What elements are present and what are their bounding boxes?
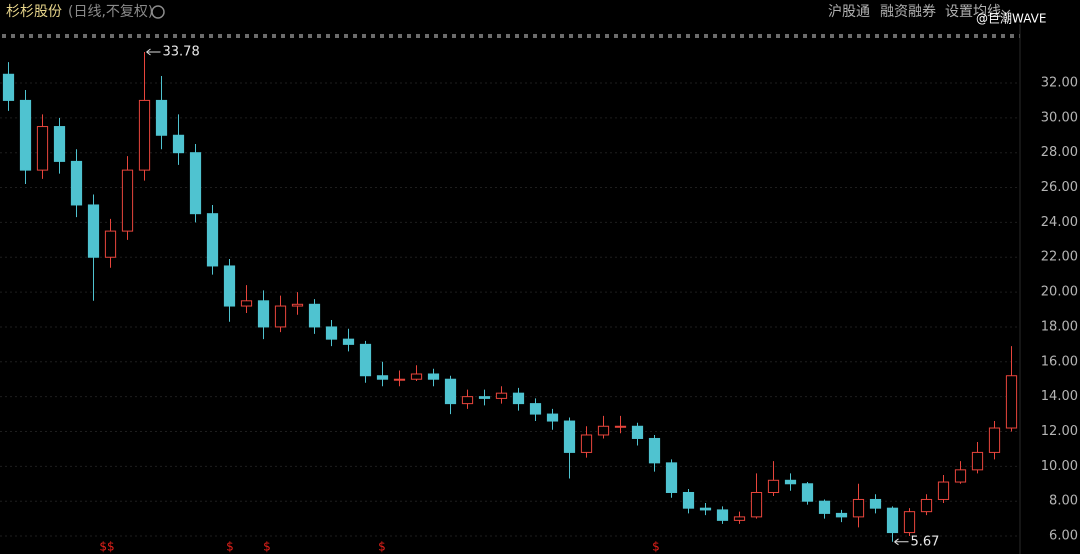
y-tick-label: 12.00	[1041, 424, 1078, 439]
stock-name: 杉杉股份	[6, 4, 62, 20]
candle-body	[886, 507, 899, 534]
settings-icon[interactable]	[151, 5, 165, 19]
annotation-arrow	[146, 48, 161, 56]
event-strip	[0, 30, 1020, 38]
marker: $$	[99, 540, 114, 554]
low-annotation: 5.67	[911, 534, 940, 549]
y-tick-label: 28.00	[1041, 145, 1078, 160]
y-tick-label: 26.00	[1041, 180, 1078, 195]
candle-body	[597, 425, 610, 436]
candle-body	[818, 500, 831, 514]
candle-body	[461, 396, 474, 405]
dropdown-arrow[interactable]	[1001, 9, 1011, 15]
candle-body	[325, 326, 338, 340]
y-tick-label: 16.00	[1041, 354, 1078, 369]
candle-body	[869, 498, 882, 509]
high-annotation: 33.78	[163, 44, 200, 59]
candle-body	[835, 512, 848, 518]
candle-body	[53, 126, 66, 162]
candle-body	[682, 491, 695, 509]
candle-body	[172, 134, 185, 154]
candle-body	[937, 481, 950, 500]
candle-body	[155, 99, 168, 136]
candle-body	[427, 373, 440, 380]
candle-body	[614, 425, 627, 428]
y-tick-label: 10.00	[1041, 459, 1078, 474]
candle-body	[988, 427, 1001, 453]
candle-body	[1005, 375, 1018, 429]
candle-body	[308, 303, 321, 328]
link[interactable]: 设置均线	[945, 4, 1001, 20]
candle-body	[801, 483, 814, 502]
candle-body	[2, 73, 15, 101]
y-tick-label: 32.00	[1041, 75, 1078, 90]
candle-body	[920, 498, 933, 513]
candle-body	[784, 479, 797, 485]
y-tick-label: 22.00	[1041, 250, 1078, 265]
candle-body	[206, 213, 219, 267]
candle-body	[70, 160, 83, 206]
candle-body	[240, 300, 253, 307]
candle-body	[87, 204, 100, 258]
candle-body	[478, 396, 491, 399]
candle-body	[274, 305, 287, 328]
candle-body	[495, 392, 508, 399]
chart-mode: (日线,不复权)	[68, 3, 153, 20]
candle-body	[903, 511, 916, 534]
candle-body	[512, 392, 525, 405]
marker: $	[378, 540, 386, 554]
candle-body	[733, 516, 746, 521]
y-tick-label: 20.00	[1041, 285, 1078, 300]
candle-body	[716, 509, 729, 521]
candle-body	[291, 303, 304, 307]
candle-body	[529, 403, 542, 415]
y-tick-label: 14.00	[1041, 389, 1078, 404]
watermark: @巨潮WAVE	[976, 11, 1046, 26]
y-tick-label: 6.00	[1049, 529, 1078, 544]
candle-body	[631, 425, 644, 439]
candle-body	[19, 99, 32, 171]
candle-body	[36, 126, 49, 171]
y-tick-label: 8.00	[1049, 494, 1078, 509]
candle-body	[546, 413, 559, 422]
candle-body	[257, 300, 270, 328]
candle-body	[189, 152, 202, 215]
candle-body	[444, 378, 457, 405]
candle-body	[971, 451, 984, 471]
candle-body	[342, 338, 355, 345]
candle-body	[410, 373, 423, 380]
candle-body	[852, 498, 865, 518]
y-tick-label: 30.00	[1041, 110, 1078, 125]
candle-body	[665, 462, 678, 493]
annotation-arrow	[894, 538, 909, 546]
candle-body	[393, 378, 406, 381]
candle-body	[699, 507, 712, 511]
candle-body	[580, 434, 593, 453]
marker: $	[652, 540, 660, 554]
candle-body	[121, 169, 134, 232]
y-tick-label: 18.00	[1041, 319, 1078, 334]
candle-body	[138, 99, 151, 171]
marker: $	[263, 540, 271, 554]
link[interactable]: 融资融券	[880, 4, 936, 20]
link[interactable]: 沪股通	[828, 4, 870, 20]
candle-body	[376, 375, 389, 380]
candle-body	[104, 230, 117, 258]
candle-body	[223, 265, 236, 307]
candle-body	[648, 437, 661, 464]
candle-body	[954, 469, 967, 483]
candle-body	[563, 420, 576, 453]
y-tick-label: 24.00	[1041, 215, 1078, 230]
marker: $	[226, 540, 234, 554]
candle-body	[359, 343, 372, 377]
candle-body	[767, 479, 780, 493]
candle-body	[750, 491, 763, 518]
